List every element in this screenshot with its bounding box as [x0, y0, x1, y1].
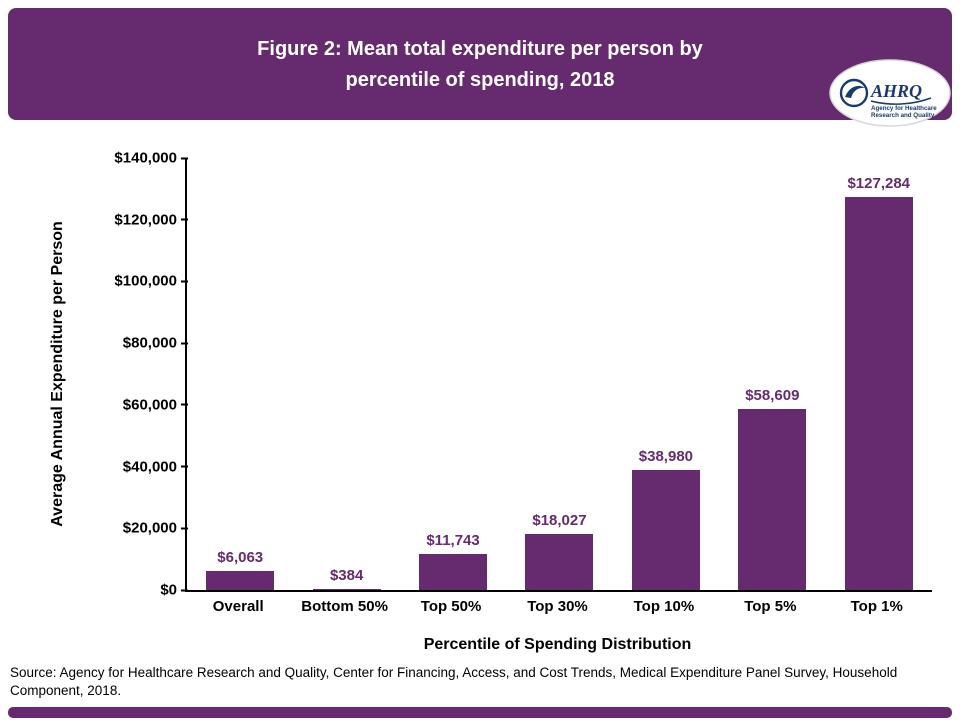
ahrq-logo: AHRQ Agency for Healthcare Research and … — [828, 58, 952, 128]
bar-group: $58,609 — [719, 158, 825, 590]
y-tick-label: $100,000 — [114, 272, 188, 290]
x-tick-label: Top 1% — [850, 598, 903, 615]
bar-value-label: $6,063 — [217, 549, 264, 567]
logo-tagline-line2: Research and Quality — [871, 112, 935, 119]
logo-ellipse — [829, 59, 951, 127]
y-tick-label: $40,000 — [122, 458, 189, 476]
bar-bottom-50- — [312, 588, 381, 590]
x-tick-label: Overall — [212, 598, 264, 615]
x-tick-label: Top 30% — [527, 598, 588, 615]
figure-title-line1: Figure 2: Mean total expenditure per per… — [257, 38, 703, 60]
bars-container: $6,063 $384 $11,743 $18,027 $38,980 $58,609 $1… — [187, 158, 932, 590]
bar-group: $38,980 — [613, 158, 719, 590]
x-axis-title: Percentile of Spending Distribution — [423, 636, 692, 653]
bar-value-label: $38,980 — [638, 447, 694, 465]
y-tick-label: $20,000 — [122, 519, 189, 537]
bar-value-label: $11,743 — [426, 531, 480, 549]
y-axis-labels: $0 $20,000 $40,000 $60,000 $80,000 $100,000 $1… — [0, 150, 189, 599]
bar-value-label: $384 — [329, 566, 364, 584]
y-tick-label: $80,000 — [122, 334, 189, 352]
bar-group: $11,743 — [400, 158, 506, 590]
x-tick-label: Top 5% — [744, 598, 797, 615]
logo-acronym: AHRQ — [870, 81, 922, 101]
y-tick-label: $140,000 — [114, 149, 188, 167]
bar-value-label: $127,284 — [847, 175, 911, 193]
bar-value-label: $18,027 — [532, 512, 587, 530]
x-tick-label: Bottom 50% — [301, 598, 388, 615]
bar-top-50- — [419, 553, 488, 590]
hhs-eagle-icon — [839, 78, 869, 108]
plot-area: $6,063 $384 $11,743 $18,027 $38,980 $58,609 $1… — [185, 158, 932, 592]
footer-bar — [8, 707, 952, 718]
source-note: Source: Agency for Healthcare Research a… — [10, 665, 898, 698]
logo-tagline-line1: Agency for Healthcare — [871, 105, 937, 112]
figure-title: Figure 2: Mean total expenditure per per… — [8, 8, 952, 96]
bar-group: $127,284 — [826, 158, 932, 590]
logo-swoosh — [870, 97, 932, 105]
bar-top-1- — [844, 197, 913, 590]
bar-group: $384 — [293, 158, 399, 590]
y-tick-label: $60,000 — [122, 396, 189, 414]
figure-title-line2: percentile of spending, 2018 — [345, 69, 615, 91]
bar-group: $18,027 — [506, 158, 612, 590]
y-tick-label: $120,000 — [114, 211, 188, 229]
bar-top-10- — [631, 469, 700, 590]
bar-top-30- — [525, 534, 594, 590]
header-banner: Figure 2: Mean total expenditure per per… — [8, 8, 952, 120]
x-tick-label: Top 50% — [420, 598, 482, 615]
x-tick-label: Top 10% — [633, 598, 695, 615]
bar-overall — [206, 571, 275, 590]
bar-top-5- — [738, 409, 807, 590]
bar-value-label: $58,609 — [745, 387, 800, 405]
bar-group: $6,063 — [187, 158, 293, 590]
y-tick-label: $0 — [160, 581, 188, 599]
x-axis-labels: Overall Bottom 50% Top 50% Top 30% Top 10% To… — [185, 598, 930, 615]
